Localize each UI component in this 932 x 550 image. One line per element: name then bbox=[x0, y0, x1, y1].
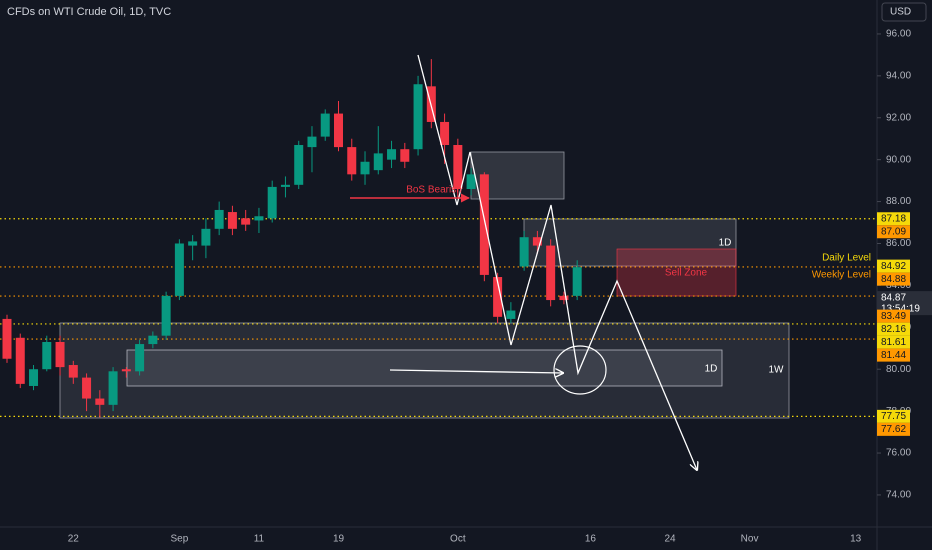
price-badge-label: 77.62 bbox=[881, 424, 906, 435]
candle-body bbox=[334, 113, 343, 148]
x-tick-label: 22 bbox=[68, 534, 80, 545]
candle-body bbox=[68, 365, 78, 378]
y-tick-label: 88.00 bbox=[886, 196, 911, 207]
candle-body bbox=[227, 212, 237, 229]
price-badge bbox=[877, 272, 910, 286]
x-tick-label: Oct bbox=[450, 534, 466, 545]
bos-label: BoS Bearish bbox=[406, 185, 462, 196]
candle-body bbox=[95, 398, 105, 405]
candle-body bbox=[29, 369, 39, 386]
candle-body bbox=[453, 145, 463, 190]
candle-body bbox=[241, 218, 251, 225]
zone-label: 1W bbox=[769, 365, 785, 376]
candle-body bbox=[42, 341, 52, 370]
price-badge-label: 87.09 bbox=[881, 226, 906, 237]
zone-label: 1D bbox=[705, 364, 718, 375]
price-badge bbox=[877, 348, 910, 362]
candle-body bbox=[82, 377, 92, 399]
candle-body bbox=[546, 245, 556, 301]
candle-body bbox=[188, 241, 198, 246]
x-tick-label: 11 bbox=[254, 534, 265, 545]
price-badge bbox=[877, 335, 910, 349]
candle-body bbox=[15, 337, 25, 384]
candle-body bbox=[214, 209, 224, 229]
candle-body bbox=[267, 186, 277, 219]
currency[interactable]: USD bbox=[890, 7, 911, 18]
candle-body bbox=[108, 371, 118, 405]
y-tick-label: 76.00 bbox=[886, 448, 911, 459]
zone-1d-lower bbox=[126, 349, 723, 387]
y-tick-label: 94.00 bbox=[886, 70, 911, 81]
y-tick-label: 90.00 bbox=[886, 154, 911, 165]
level-label: Weekly Level bbox=[812, 270, 871, 281]
candle-body bbox=[387, 149, 397, 160]
x-tick-label: 19 bbox=[333, 534, 345, 545]
price-badge bbox=[877, 322, 910, 336]
candle-body bbox=[280, 184, 290, 187]
path-projection bbox=[417, 54, 697, 470]
y-tick-label: 74.00 bbox=[886, 490, 911, 501]
price-badge-label: 77.75 bbox=[881, 411, 906, 422]
sell-zone bbox=[616, 248, 737, 297]
candle-body bbox=[572, 267, 582, 296]
price-badge-label: 84.92 bbox=[881, 261, 906, 272]
candle-body bbox=[161, 295, 171, 336]
candle-body bbox=[440, 121, 450, 146]
candle-body bbox=[532, 237, 542, 246]
candle-body bbox=[121, 369, 131, 372]
candle-body bbox=[347, 147, 357, 175]
candle-body bbox=[413, 84, 423, 150]
circle bbox=[553, 345, 607, 395]
zone-label: 1D bbox=[719, 238, 732, 249]
candle-body bbox=[373, 153, 383, 171]
candle-body bbox=[254, 216, 264, 221]
candle-body bbox=[506, 310, 516, 319]
candle-body bbox=[466, 174, 476, 190]
chart-title: CFDs on WTI Crude Oil, 1D, TVC bbox=[7, 6, 171, 18]
candle-body bbox=[519, 237, 529, 267]
x-tick-label: 13 bbox=[850, 534, 862, 545]
candle-body bbox=[307, 136, 317, 148]
y-tick-label: 92.00 bbox=[886, 112, 911, 123]
price-badge-label: 87.18 bbox=[881, 213, 906, 224]
x-tick-label: Nov bbox=[741, 534, 759, 545]
candle-body bbox=[294, 145, 304, 185]
price-badge bbox=[877, 309, 910, 323]
price-badge-label: 83.49 bbox=[881, 311, 906, 322]
price-badge bbox=[877, 225, 910, 239]
price-badge bbox=[877, 422, 910, 436]
candle-body bbox=[493, 277, 503, 317]
candle-body bbox=[559, 295, 569, 301]
candle-body bbox=[174, 243, 184, 296]
price-badge-label: 81.61 bbox=[881, 337, 906, 348]
price-badge-label: 81.44 bbox=[881, 350, 906, 361]
price-badge-label: 82.16 bbox=[881, 324, 906, 335]
candle-body bbox=[320, 113, 330, 137]
candle-body bbox=[479, 174, 489, 275]
candle-body bbox=[360, 161, 370, 175]
price-badge bbox=[877, 409, 910, 423]
level-label: Daily Level bbox=[822, 253, 871, 264]
last-price: 84.87 bbox=[881, 292, 906, 303]
candle-body bbox=[55, 341, 65, 368]
price-badge-label: 84.88 bbox=[881, 274, 906, 285]
arrow bbox=[389, 370, 563, 373]
y-tick-label: 96.00 bbox=[886, 29, 911, 40]
x-tick-label: Sep bbox=[170, 534, 188, 545]
currency-button[interactable] bbox=[881, 2, 927, 22]
sell-zone-label: Sell Zone bbox=[665, 268, 708, 279]
candle-body bbox=[135, 344, 145, 372]
candle-body bbox=[201, 228, 211, 246]
candle-body bbox=[2, 318, 12, 359]
x-tick-label: 16 bbox=[585, 534, 597, 545]
candle-body bbox=[148, 335, 158, 345]
y-tick-label: 80.00 bbox=[886, 364, 911, 375]
candle-body bbox=[400, 149, 410, 162]
x-tick-label: 24 bbox=[664, 534, 676, 545]
countdown: 13:54:19 bbox=[881, 303, 920, 314]
price-badge bbox=[877, 212, 910, 226]
y-tick-label: 86.00 bbox=[886, 238, 911, 249]
price-badge bbox=[877, 259, 910, 273]
